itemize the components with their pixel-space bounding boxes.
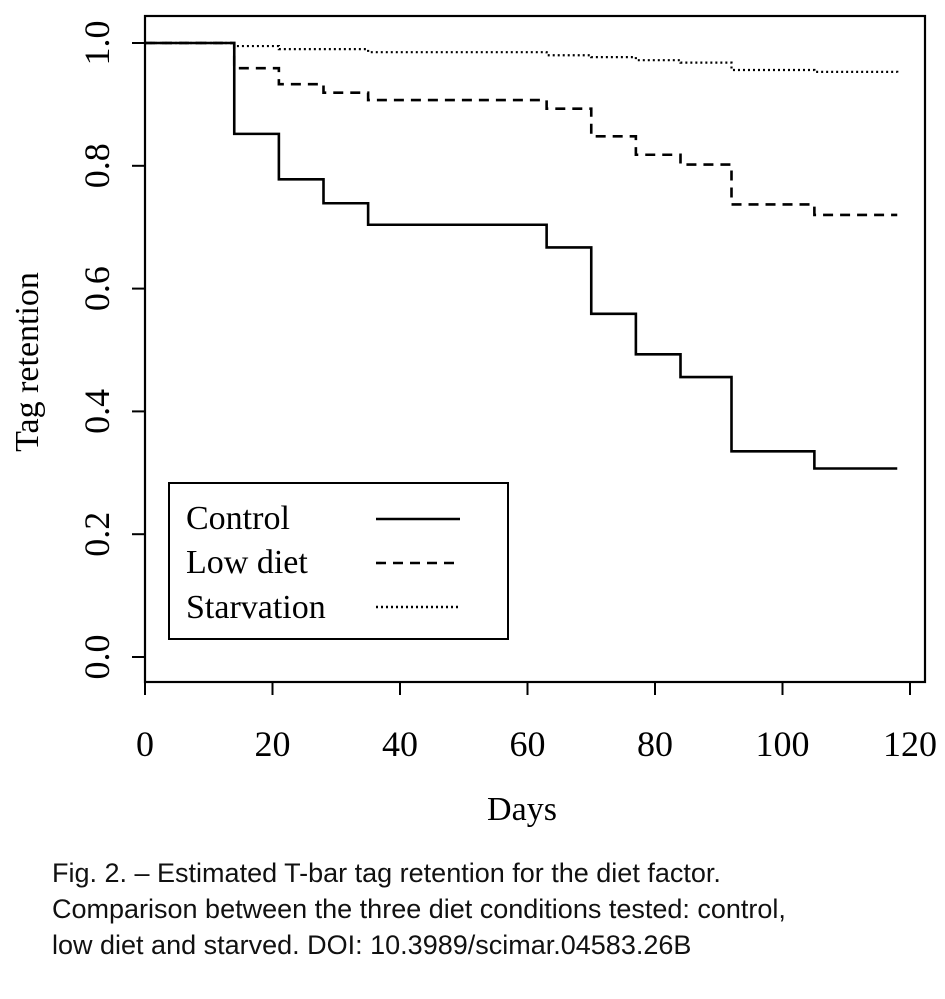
legend-label-control: Control — [186, 500, 290, 537]
y-tick-label: 0.4 — [77, 389, 117, 434]
y-tick-label: 0.8 — [77, 143, 117, 188]
legend: Control Low diet Starvation — [168, 482, 509, 640]
caption-line-2: Comparison between the three diet condit… — [52, 894, 786, 924]
legend-label-starvation: Starvation — [186, 589, 326, 626]
axes: 0 20 40 60 80 100 120 0.0 0.2 0.4 0.6 0.8 1.0 — [77, 21, 937, 765]
y-tick-label: 1.0 — [77, 21, 117, 66]
figure-caption: Fig. 2. – Estimated T-bar tag retention … — [52, 855, 932, 963]
plot-frame — [143, 14, 927, 684]
x-tick-label: 20 — [255, 724, 291, 764]
x-tick-label: 0 — [136, 724, 154, 764]
series-group — [145, 41, 899, 470]
caption-line-3: low diet and starved. DOI: 10.3989/scima… — [52, 930, 692, 960]
series-line-low-diet — [145, 41, 898, 217]
series-line-control — [145, 41, 898, 470]
y-tick-label: 0.2 — [77, 512, 117, 557]
x-axis-label: Days — [487, 791, 557, 828]
x-tick-label: 120 — [883, 724, 937, 764]
x-tick-label: 80 — [637, 724, 673, 764]
caption-line-1: Fig. 2. – Estimated T-bar tag retention … — [52, 858, 721, 888]
y-axis-label: Tag retention — [9, 272, 46, 452]
chart-figure: 0 20 40 60 80 100 120 0.0 0.2 0.4 0.6 0.8 1.0 Days T… — [9, 14, 937, 828]
legend-box — [168, 482, 509, 640]
y-tick-label: 0.0 — [77, 635, 117, 680]
x-tick-label: 40 — [382, 724, 418, 764]
series-line-starvation — [145, 41, 899, 73]
x-tick-label: 100 — [756, 724, 810, 764]
legend-label-low-diet: Low diet — [186, 544, 308, 581]
x-tick-label: 60 — [510, 724, 546, 764]
y-tick-label: 0.6 — [77, 266, 117, 311]
